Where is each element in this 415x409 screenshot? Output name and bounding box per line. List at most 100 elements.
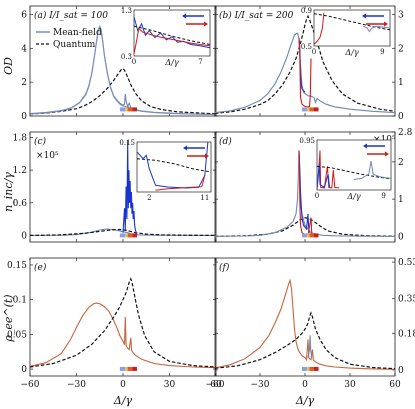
x-axis-label-right: Δ/γ xyxy=(295,394,315,407)
y-tick-label-b-2: 2 xyxy=(398,44,404,54)
marker-bar-a-1 xyxy=(125,107,128,112)
x-axis-label-left: Δ/γ xyxy=(113,394,133,407)
inset-series-a-2 xyxy=(134,25,210,45)
marker-bar-a-0 xyxy=(119,107,126,112)
series-line-e-0 xyxy=(30,302,216,369)
marker-bar-e-2 xyxy=(127,366,133,371)
marker-bar-b-2 xyxy=(309,107,314,112)
panel-label-f: (f) xyxy=(219,262,230,273)
y-label-ninc: n_inc/γ xyxy=(2,172,15,212)
series-line-a-2 xyxy=(30,25,216,116)
marker-bar-f-0 xyxy=(302,366,308,371)
panel-a: 0 2 4 6 (a) I/I_sat = 100 Mean-field Quantum 0 7… xyxy=(21,5,217,122)
inset-y-tick-label-c-0: 0.15 xyxy=(119,139,135,147)
inset-y-tick-label-a-0: 0.3 xyxy=(121,53,132,61)
y-tick-label-e-1: 0.05 xyxy=(7,330,27,340)
series-line-e-1 xyxy=(30,277,216,368)
inset-c: 2 11 0.15 xyxy=(119,139,212,202)
y-tick-label-b-1: 1 xyxy=(398,78,404,88)
inset-x-tick-label-d-1: 9 xyxy=(381,192,385,200)
x-tick-label-e-4: 60 xyxy=(210,380,222,390)
y-tick-label-c-2: 1.2 xyxy=(13,166,27,176)
marker-bar-a-3 xyxy=(132,107,137,112)
x-tick-label-e-2: 0 xyxy=(120,380,126,390)
x-tick-label-f-2: 0 xyxy=(302,380,308,390)
series-line-f-2 xyxy=(307,335,313,358)
series-line-f-0 xyxy=(215,278,395,370)
y-tick-label-f-1: 0.18 xyxy=(398,329,415,339)
inset-series-b-0 xyxy=(314,12,325,45)
inset-x-tick-label-a-1: 7 xyxy=(198,58,202,66)
series-line-b-0 xyxy=(215,14,395,114)
y-tick-label-b-0: 0 xyxy=(398,112,404,122)
inset-arrowhead-red-a xyxy=(204,21,208,27)
marker-bar-d-1 xyxy=(307,233,310,238)
inset-xlabel-b: Δ/γ xyxy=(344,48,358,57)
inset-xlabel-d: Δ/γ xyxy=(346,192,360,201)
marker-bar-d-3 xyxy=(314,233,319,238)
inset-x-tick-label-b-0: 0 xyxy=(312,48,316,56)
inset-series-group-d xyxy=(317,150,391,189)
series-group-b xyxy=(215,14,395,114)
inset-arrowhead-red-d xyxy=(385,151,389,157)
inset-x-tick-label-c-0: 2 xyxy=(147,194,151,202)
inset-series-b-1 xyxy=(314,13,390,31)
y-tick-label-d-2: 2 xyxy=(398,158,404,168)
inset-series-d-1 xyxy=(317,163,331,189)
series-line-d-2 xyxy=(298,150,311,233)
inset-y-tick-label-a-1: 1.3 xyxy=(121,7,132,15)
y-tick-label-d-3: 2.8 xyxy=(398,128,413,138)
inset-y-tick-label-b-0: 0.5 xyxy=(301,43,312,51)
inset-xlabel-a: Δ/γ xyxy=(164,58,178,67)
panel-label-b: (b) I/I_sat = 200 xyxy=(219,10,294,21)
marker-bar-c-2 xyxy=(127,233,133,238)
y-tick-label-e-0: 0 xyxy=(21,365,27,375)
x-tick-label-f-0: −60 xyxy=(206,380,225,390)
frame-e xyxy=(29,257,217,377)
marker-bar-f-3 xyxy=(314,366,319,371)
inset-arrowhead-red-b xyxy=(384,21,388,27)
panel-label-e: (e) xyxy=(34,262,47,273)
series-line-d-3 xyxy=(298,150,315,236)
inset-series-c-0 xyxy=(137,158,211,173)
marker-bar-c-0 xyxy=(119,233,126,238)
inset-series-c-2 xyxy=(155,175,206,191)
y-tick-label-e-3: 0.15 xyxy=(7,261,27,271)
inset-x-tick-label-a-0: 0 xyxy=(132,58,136,66)
marker-bar-f-2 xyxy=(309,366,314,371)
y-tick-label-e-2: 0.1 xyxy=(13,296,27,306)
x-tick-label-f-1: −30 xyxy=(251,380,270,390)
panel-f: −60 −30 0 30 60 0 0.18 0.35 0.53 (f) xyxy=(206,257,415,390)
inset-d: 0 9 0.95 Δ/γ xyxy=(299,137,392,201)
inset-x-tick-label-c-1: 11 xyxy=(200,194,209,202)
marker-bar-c-1 xyxy=(125,233,128,238)
x-tick-label-f-3: 30 xyxy=(344,380,356,390)
series-line-b-3 xyxy=(298,38,312,108)
marker-bar-e-3 xyxy=(132,366,137,371)
marker-bar-b-0 xyxy=(302,107,308,112)
x-tick-label-e-3: 30 xyxy=(164,380,176,390)
marker-bar-a-2 xyxy=(127,107,133,112)
series-line-b-1 xyxy=(215,32,395,114)
legend-label-1: Quantum xyxy=(53,40,96,50)
y-tick-label-a-3: 6 xyxy=(21,10,27,20)
panel-label-d: (d) xyxy=(219,136,232,147)
inset-arrowhead-blue-b xyxy=(362,13,366,19)
x-tick-label-f-4: 60 xyxy=(389,380,401,390)
series-line-f-1 xyxy=(215,311,395,370)
y-tick-label-b-3: 3 xyxy=(398,10,404,20)
inset-series-d-2 xyxy=(317,165,391,180)
series-group-c xyxy=(30,140,216,236)
x-tick-label-e-1: −30 xyxy=(67,380,86,390)
y-tick-label-a-0: 0 xyxy=(21,112,27,122)
y-tick-label-d-1: 1 xyxy=(398,195,404,205)
y-tick-label-a-1: 2 xyxy=(21,78,27,88)
series-line-c-2 xyxy=(122,140,138,235)
panel-label-a: (a) I/I_sat = 100 xyxy=(34,10,108,21)
y-tick-label-c-1: 0.6 xyxy=(13,199,28,209)
panel-e: −60 −30 0 30 60 0 0.05 0.1 0.15 (e) xyxy=(7,257,222,390)
inset-arrowhead-blue-c xyxy=(183,145,187,151)
inset-series-b-2 xyxy=(363,25,390,33)
inset-arrowhead-red-c xyxy=(205,153,209,159)
panel-c: 0 0.6 1.2 1.8 (c) ×10⁵ 2 11 0.15 xyxy=(13,131,217,243)
